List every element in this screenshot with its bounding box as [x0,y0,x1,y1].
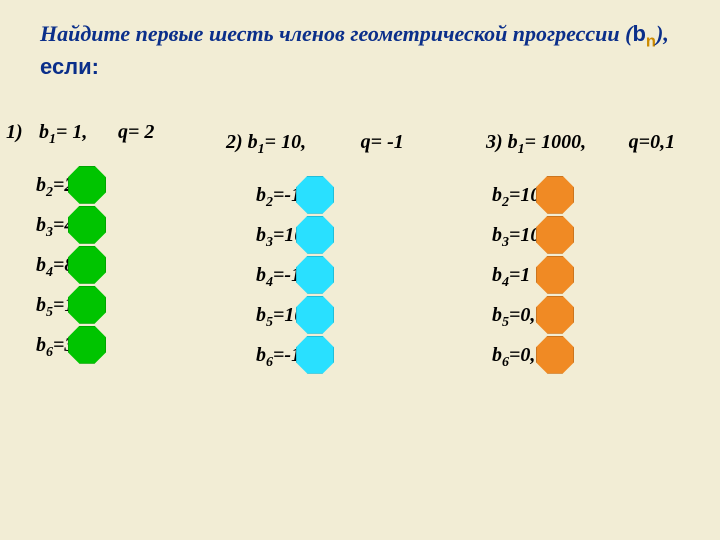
column-1: 1) b1= 1, q= 2 b2=2 b3=4 b4=8 b5=16 b6= [0,120,226,375]
col1-b1: b1= 1, [39,120,113,149]
col2-row: b5= 10 [256,295,486,335]
col2-num: 2) [226,131,243,153]
col1-rows: b2=2 b3=4 b4=8 b5=16 b6=32 [6,165,226,365]
title-post: ), [656,21,669,46]
octagon-cover[interactable] [536,216,574,254]
columns-container: 1) b1= 1, q= 2 b2=2 b3=4 b4=8 b5=16 b6= [0,120,720,375]
col1-row: b6=32 [36,325,226,365]
col1-row: b3=4 [36,205,226,245]
octagon-cover[interactable] [68,286,106,324]
col2-header: 2) b1= 10, q= -1 [226,130,486,159]
col2-row: b2=-10, [256,175,486,215]
col2-row: b4= -10 [256,255,486,295]
octagon-cover[interactable] [68,326,106,364]
col1-num: 1) [6,120,34,144]
col1-row: b2=2 [36,165,226,205]
col3-header: 3) b1= 1000, q=0,1 [486,130,720,159]
col1-header: 1) b1= 1, q= 2 [6,120,226,149]
octagon-cover[interactable] [296,176,334,214]
col3-num: 3) [486,131,503,153]
title-esli: если: [40,54,99,79]
octagon-cover[interactable] [296,336,334,374]
title-pre: Найдите первые шесть членов геометрическ… [40,21,632,46]
col1-q: q= 2 [118,121,154,143]
col3-row: b3= 10 [492,215,720,255]
col3-row: b4= 1 [492,255,720,295]
octagon-cover[interactable] [536,176,574,214]
octagon-cover[interactable] [536,256,574,294]
column-2: 2) b1= 10, q= -1 b2=-10, b3= 10 b4= -10 … [226,130,486,375]
octagon-cover[interactable] [296,256,334,294]
col3-row: b6= 0,01 [492,335,720,375]
col3-row: b5= 0,1 [492,295,720,335]
col1-row: b4=8 [36,245,226,285]
col2-b1: b1= 10, [248,130,356,159]
col2-row: b3= 10 [256,215,486,255]
title-bn: bn [632,21,656,46]
col2-row: b6= -10 [256,335,486,375]
octagon-cover[interactable] [536,296,574,334]
column-3: 3) b1= 1000, q=0,1 b2= 100 b3= 10 b4= 1 … [486,130,720,375]
page-title: Найдите первые шесть членов геометрическ… [40,20,680,81]
octagon-cover[interactable] [536,336,574,374]
octagon-cover[interactable] [296,296,334,334]
col2-q: q= -1 [361,131,404,153]
octagon-cover[interactable] [296,216,334,254]
title-bn-n: n [646,32,656,50]
col3-rows: b2= 100 b3= 10 b4= 1 b5= 0,1 b6= 0,01 [486,175,720,375]
col3-b1: b1= 1000, [508,130,624,159]
title-bn-b: b [632,21,645,46]
col3-row: b2= 100 [492,175,720,215]
col2-rows: b2=-10, b3= 10 b4= -10 b5= 10 b6= -10 [226,175,486,375]
col3-q: q=0,1 [629,131,675,153]
col1-row: b5=16 [36,285,226,325]
